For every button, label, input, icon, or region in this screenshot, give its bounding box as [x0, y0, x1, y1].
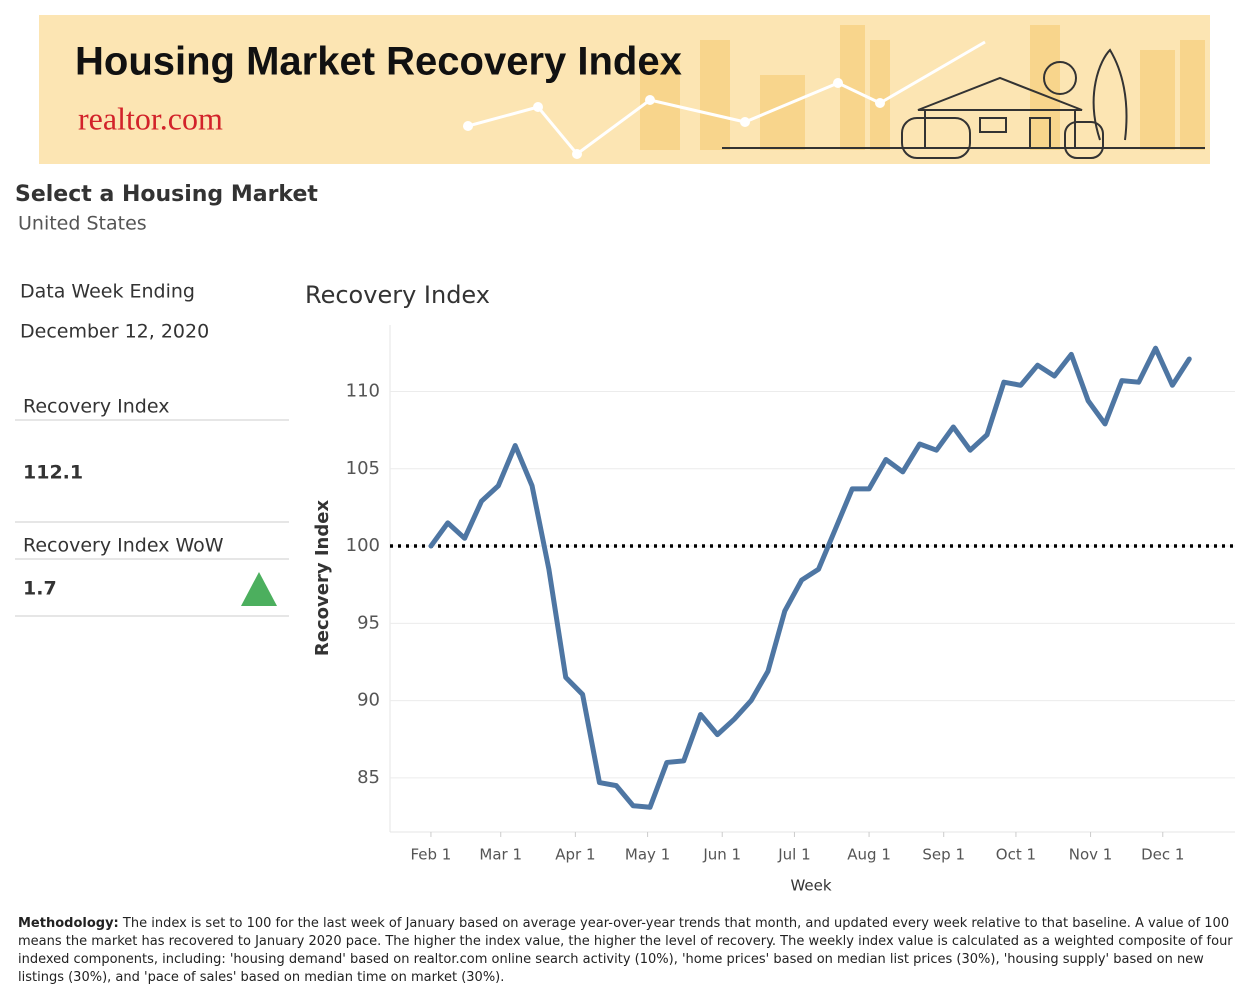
select-label: Select a Housing Market — [15, 182, 318, 207]
x-axis-label: Week — [790, 877, 831, 895]
x-tick-label: Nov 1 — [1069, 846, 1113, 864]
y-tick-label: 90 — [357, 690, 380, 711]
chart: Recovery Index Week Recovery Index 85 90 9… — [305, 281, 1235, 895]
y-tick-label: 100 — [346, 535, 380, 556]
dashboard: Housing Market Recovery Index realtor.co… — [15, 15, 1235, 895]
x-tick-label: Mar 1 — [479, 846, 522, 864]
y-tick-label: 85 — [357, 767, 380, 788]
up-arrow — [241, 572, 277, 606]
logo: realtor.com — [78, 100, 223, 136]
sidebar: Select a Housing Market United States Da… — [15, 182, 318, 617]
x-tick-label: Apr 1 — [555, 846, 595, 864]
wow-label: Recovery Index WoW — [23, 535, 224, 557]
line — [428, 345, 1192, 810]
y-tick-label: 110 — [346, 380, 380, 401]
week: December 12, 2020 — [20, 321, 209, 343]
methodology-text: The index is set to 100 for the last wee… — [18, 916, 1233, 985]
x-tick-label: Jul 1 — [777, 846, 810, 864]
x-tick-label: Sep 1 — [922, 846, 965, 864]
wow-value: 1.7 — [23, 578, 57, 600]
chart-title: Recovery Index — [305, 281, 490, 309]
week-label: Data Week Ending — [20, 281, 195, 303]
y-tick-label: 105 — [346, 458, 380, 479]
methodology-label: Methodology: — [18, 916, 119, 931]
x-tick-label: Jun 1 — [702, 846, 741, 864]
market[interactable]: United States — [18, 213, 147, 235]
index-value: 112.1 — [23, 462, 83, 484]
x-tick-label: Oct 1 — [996, 846, 1036, 864]
banner-title: Housing Market Recovery Index — [75, 40, 682, 84]
x-tick-label: Dec 1 — [1141, 846, 1184, 864]
x-tick-label: Aug 1 — [847, 846, 891, 864]
y-axis-label: Recovery Index — [312, 500, 333, 657]
index-label: Recovery Index — [23, 396, 169, 418]
x-tick-label: May 1 — [625, 846, 670, 864]
methodology: Methodology: The index is set to 100 for… — [18, 915, 1233, 987]
banner: Housing Market Recovery Index realtor.co… — [39, 15, 1210, 164]
x-tick-label: Feb 1 — [410, 846, 451, 864]
y-tick-label: 95 — [357, 612, 380, 633]
